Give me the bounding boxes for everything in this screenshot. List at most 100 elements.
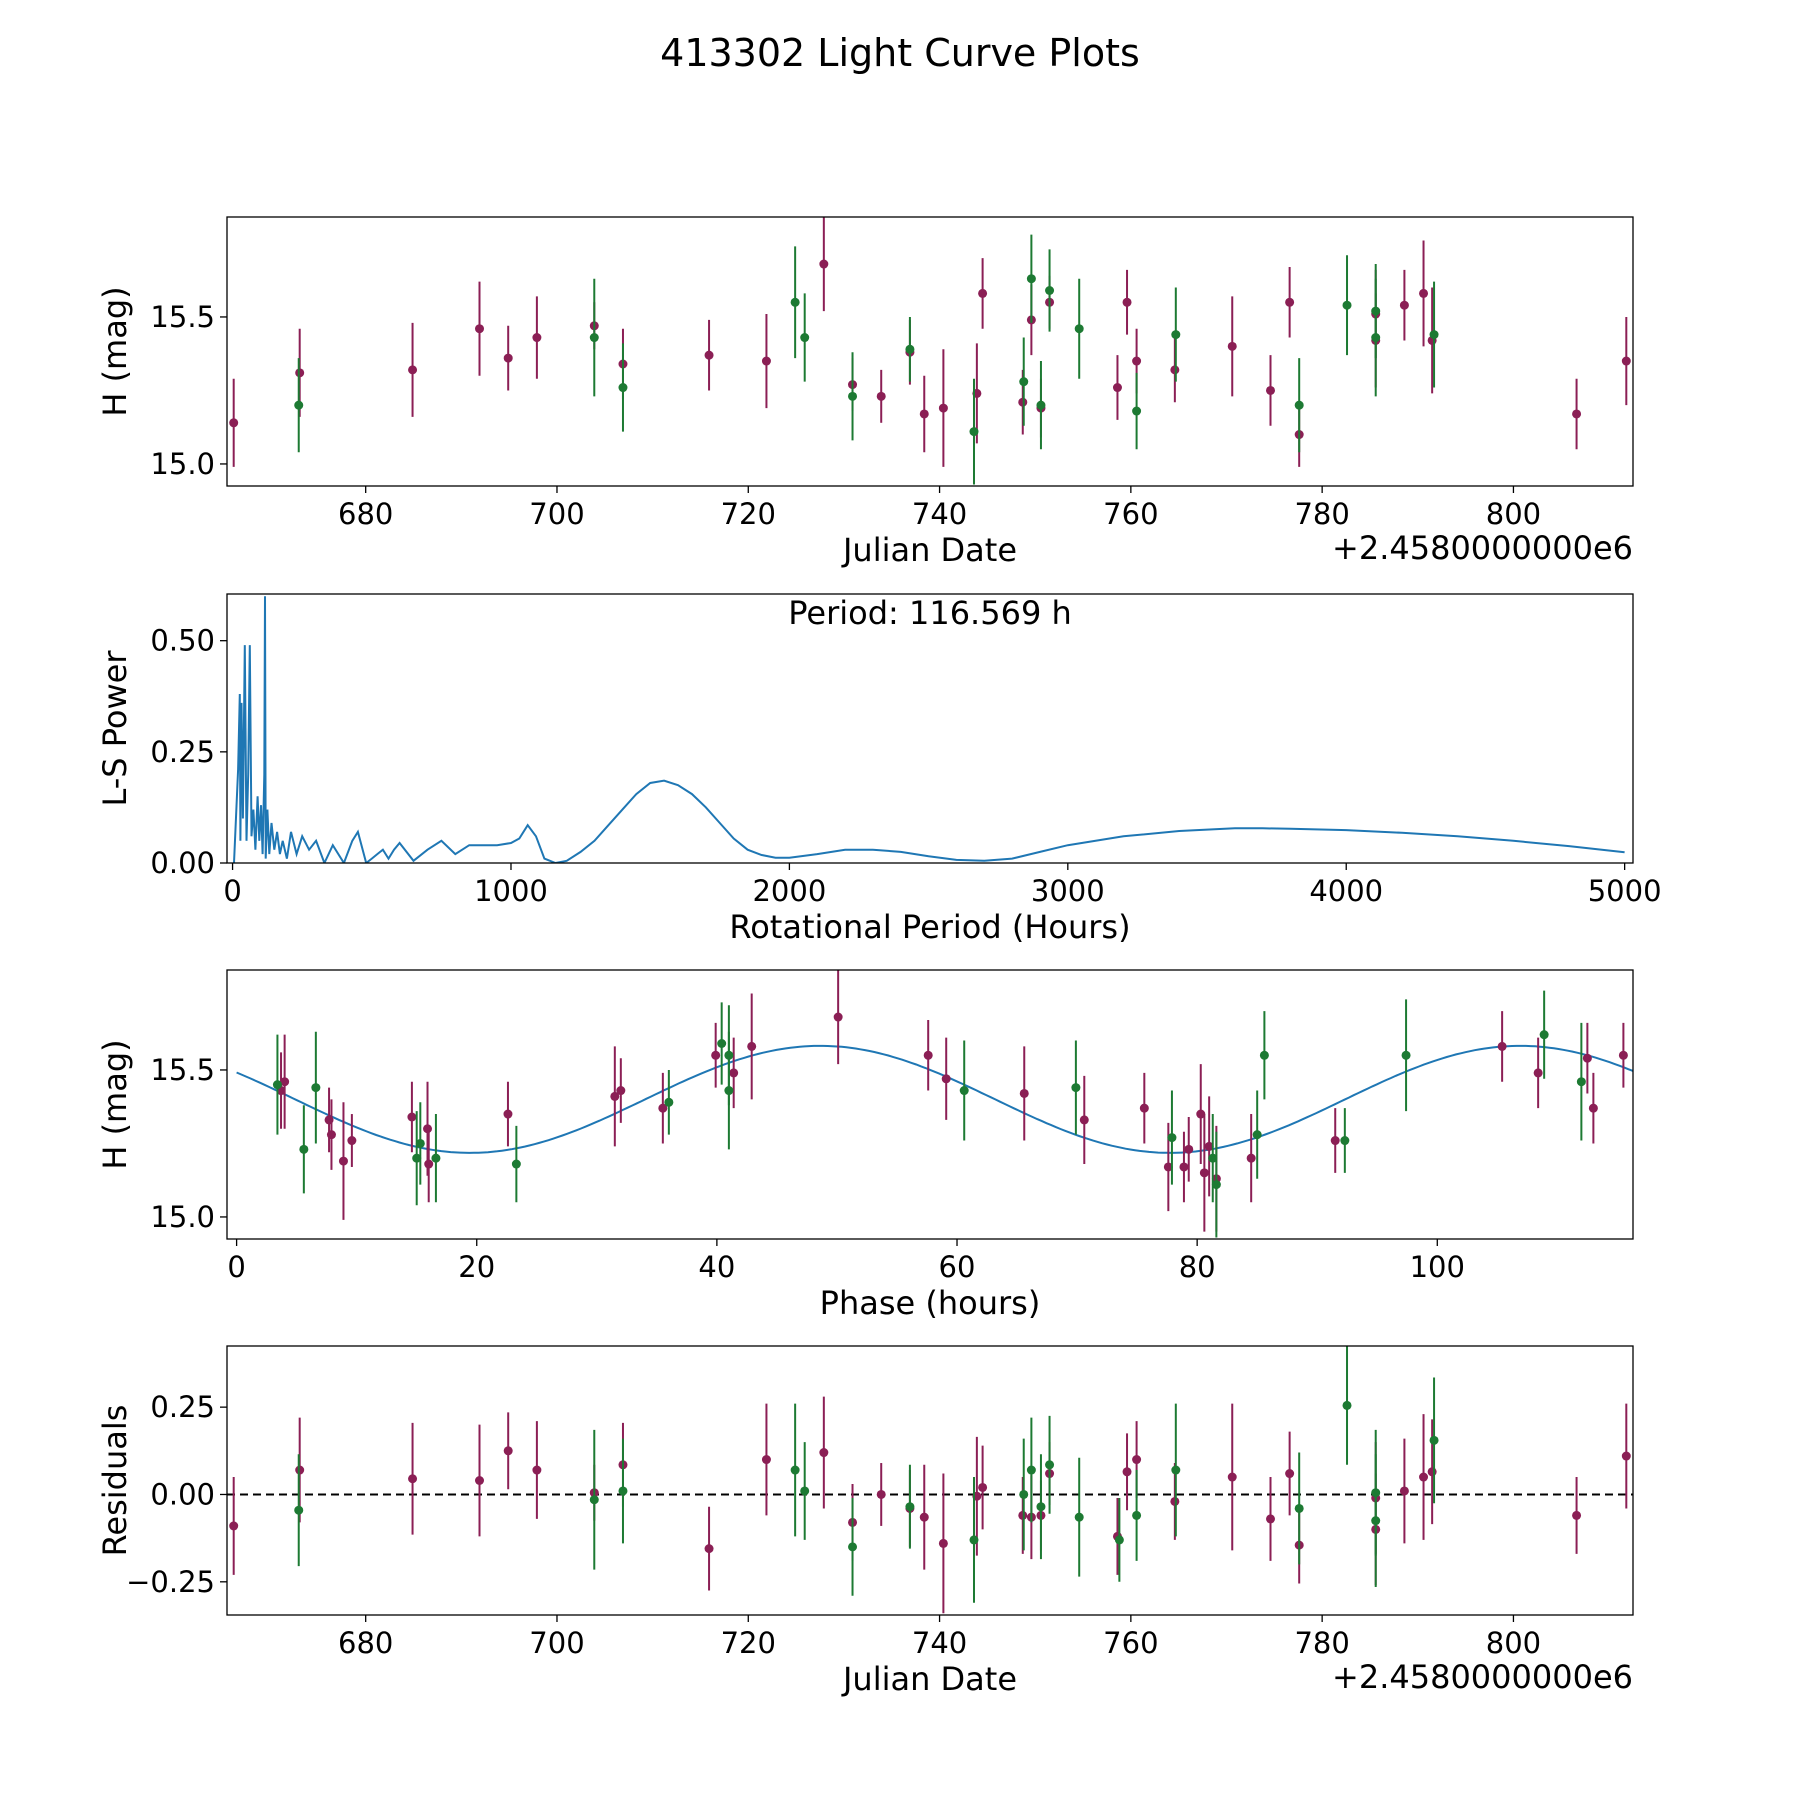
data-point-g — [1045, 1460, 1055, 1470]
data-point-g — [1132, 1510, 1142, 1520]
data-point-g — [1036, 400, 1046, 410]
data-point-g — [1259, 1050, 1269, 1060]
data-point-g — [1342, 300, 1352, 310]
x-tick-label: 700 — [529, 497, 584, 531]
x-tick-label: 740 — [912, 1626, 967, 1660]
data-point-g — [272, 1080, 282, 1090]
data-point-g — [412, 1153, 422, 1163]
data-point-r — [704, 1544, 714, 1554]
x-tick-label: 700 — [529, 1626, 584, 1660]
data-point-g — [1114, 1535, 1124, 1545]
data-point-r — [475, 1476, 485, 1485]
data-point-r — [1399, 1486, 1409, 1496]
data-point-r — [876, 391, 886, 401]
data-point-g — [618, 383, 628, 393]
data-point-r — [503, 1446, 513, 1456]
data-point-r — [229, 1521, 239, 1531]
x-axis-label: Julian Date — [841, 531, 1017, 569]
data-point-g — [589, 333, 599, 343]
data-point-g — [415, 1138, 425, 1148]
data-point-g — [511, 1159, 521, 1169]
y-axis-label: H (mag) — [96, 286, 134, 416]
plot-area-phased — [236, 970, 1633, 1238]
data-point-r — [1497, 1041, 1507, 1051]
data-point-r — [1621, 356, 1631, 366]
y-tick-label: 0.25 — [150, 735, 215, 769]
data-point-g — [1342, 1400, 1352, 1410]
data-point-g — [848, 1542, 858, 1552]
x-tick-label: 680 — [338, 497, 393, 531]
data-point-r — [978, 1482, 988, 1492]
x-tick-label: 20 — [458, 1250, 495, 1284]
data-point-g — [1167, 1133, 1177, 1143]
data-point-r — [1427, 1467, 1437, 1477]
data-point-r — [532, 333, 542, 343]
data-point-r — [704, 350, 714, 360]
data-point-r — [347, 1136, 357, 1146]
y-tick-label: 0.25 — [150, 1390, 215, 1424]
data-point-r — [280, 1077, 290, 1087]
y-tick-label: 15.5 — [150, 1053, 215, 1087]
data-point-r — [1227, 1472, 1237, 1482]
data-point-r — [338, 1156, 348, 1166]
data-point-r — [407, 1112, 417, 1122]
data-point-r — [761, 1455, 771, 1465]
panel-residuals: 680 700 720 740 760 780 800 −0.25 0.00 0.25 Julian… — [96, 1345, 1634, 1698]
x-tick-label: 60 — [939, 1250, 976, 1284]
data-point-g — [1371, 333, 1381, 343]
x-tick-label: 100 — [1410, 1250, 1465, 1284]
data-point-g — [1208, 1153, 1218, 1163]
data-point-r — [1266, 1514, 1276, 1524]
x-tick-label: 720 — [721, 1626, 776, 1660]
x-tick-label: 40 — [698, 1250, 735, 1284]
x-axis-label: Julian Date — [841, 1660, 1017, 1698]
data-point-r — [729, 1068, 739, 1078]
data-point-r — [919, 1512, 929, 1522]
data-point-r — [1246, 1153, 1256, 1163]
data-point-r — [1582, 1053, 1592, 1063]
panel-periodogram: 0 1000 2000 3000 4000 5000 0.00 0.25 0.50 Rotatio… — [96, 593, 1662, 946]
x-tick-label: 780 — [1294, 497, 1349, 531]
x-tick-label: 800 — [1486, 1626, 1541, 1660]
panel-phased: 0 20 40 60 80 100 15.0 15.5 Phase (hours) H (mag) — [96, 969, 1634, 1322]
y-tick-label: 0.00 — [150, 1477, 215, 1511]
data-point-g — [1026, 1465, 1036, 1475]
data-point-g — [1429, 1435, 1439, 1445]
axes-frame — [226, 216, 1634, 487]
x-tick-label: 780 — [1294, 1626, 1349, 1660]
plot-area-lightcurve — [229, 217, 1631, 485]
data-point-r — [408, 1474, 418, 1484]
data-point-r — [229, 418, 239, 428]
data-point-r — [1330, 1136, 1340, 1146]
data-point-g — [1401, 1050, 1411, 1060]
data-point-r — [1227, 341, 1237, 351]
data-point-g — [1132, 406, 1142, 416]
plot-area-residuals — [227, 1346, 1633, 1614]
y-tick-label: 0.00 — [150, 846, 215, 880]
x-tick-label: 3000 — [1031, 874, 1105, 908]
data-point-r — [1132, 356, 1142, 366]
data-point-r — [1179, 1162, 1189, 1172]
plot-area-periodogram — [233, 596, 1625, 863]
data-point-r — [658, 1103, 668, 1113]
y-axis-label: L-S Power — [96, 650, 134, 807]
data-point-r — [1588, 1103, 1598, 1113]
data-point-g — [905, 344, 915, 354]
data-point-g — [969, 427, 979, 437]
data-point-r — [1079, 1115, 1089, 1125]
data-point-g — [299, 1144, 309, 1154]
data-point-g — [1074, 324, 1084, 334]
data-point-g — [1171, 1465, 1181, 1475]
x-tick-label: 1000 — [474, 874, 548, 908]
data-point-r — [1572, 409, 1582, 419]
data-point-g — [1211, 1180, 1221, 1190]
data-point-r — [1572, 1510, 1582, 1520]
data-point-g — [1071, 1083, 1081, 1093]
data-point-g — [618, 1486, 628, 1496]
axes-frame — [226, 1345, 1634, 1616]
x-tick-label: 760 — [1103, 1626, 1158, 1660]
x-offset-label: +2.4580000000e6 — [1332, 1658, 1633, 1696]
y-tick-label: 15.5 — [150, 300, 215, 334]
data-point-g — [905, 1502, 915, 1512]
